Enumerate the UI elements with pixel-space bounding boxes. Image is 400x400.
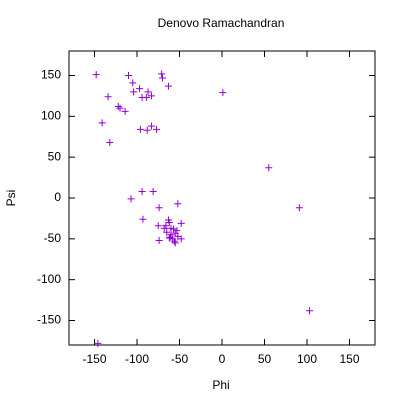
point	[265, 164, 273, 172]
point	[165, 219, 173, 226]
point	[136, 125, 144, 133]
point	[129, 79, 137, 87]
point	[155, 236, 163, 244]
point	[295, 204, 303, 212]
point	[163, 228, 171, 236]
x-tick-label: -50	[171, 352, 189, 366]
point	[219, 89, 227, 97]
point	[98, 119, 106, 127]
point	[92, 71, 100, 79]
x-tick-label: 0	[219, 352, 226, 366]
point	[149, 187, 157, 195]
x-tick-label: -100	[125, 352, 149, 366]
point	[147, 92, 155, 100]
point	[165, 234, 173, 242]
point	[94, 339, 102, 347]
x-tick-label: 100	[297, 352, 317, 366]
point	[106, 138, 114, 146]
point	[153, 125, 161, 133]
y-tick-label: -50	[44, 231, 62, 245]
point	[114, 103, 122, 111]
point	[125, 72, 132, 79]
point	[130, 88, 138, 96]
y-axis-label: Psi	[4, 190, 18, 207]
point	[164, 82, 172, 90]
y-tick-label: 0	[54, 190, 61, 204]
point	[147, 122, 155, 130]
point	[160, 224, 168, 232]
point	[138, 94, 146, 102]
y-tick-label: 150	[41, 68, 61, 82]
point	[171, 239, 179, 247]
point	[174, 200, 182, 208]
point	[158, 70, 166, 78]
point	[121, 107, 129, 115]
y-tick-label: 50	[48, 149, 62, 163]
point	[170, 237, 178, 245]
point	[143, 126, 151, 134]
point	[177, 235, 185, 243]
point	[306, 307, 314, 315]
point	[139, 215, 147, 223]
point	[173, 227, 181, 235]
point	[138, 187, 146, 195]
y-tick-label: -100	[37, 272, 61, 286]
point	[177, 219, 185, 227]
point	[144, 88, 152, 96]
point	[154, 222, 162, 230]
point	[116, 104, 124, 112]
y-tick-label: -150	[37, 313, 61, 327]
point	[166, 233, 174, 241]
point	[159, 74, 166, 82]
x-axis-label: Phi	[212, 378, 229, 392]
point	[155, 204, 163, 212]
point	[136, 85, 144, 93]
y-tick-label: 100	[41, 109, 61, 123]
x-tick-label: 50	[258, 352, 272, 366]
x-tick-label: -150	[82, 352, 106, 366]
x-tick-label: 150	[339, 352, 359, 366]
point	[170, 225, 178, 233]
chart-title: Denovo Ramachandran	[158, 16, 285, 30]
point	[127, 195, 135, 203]
point	[104, 93, 112, 101]
